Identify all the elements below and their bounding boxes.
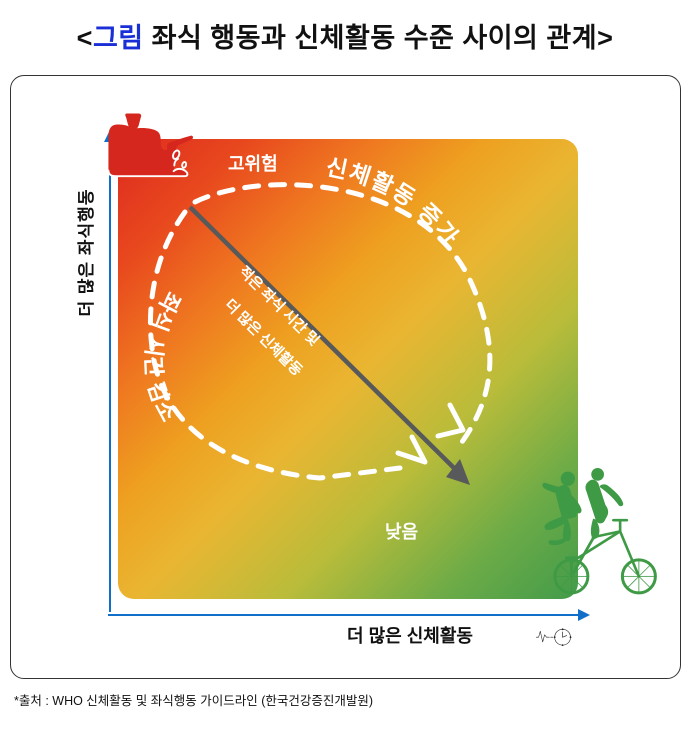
svg-text:좌식 시간 감소: 좌식 시간 감소 <box>141 288 186 427</box>
